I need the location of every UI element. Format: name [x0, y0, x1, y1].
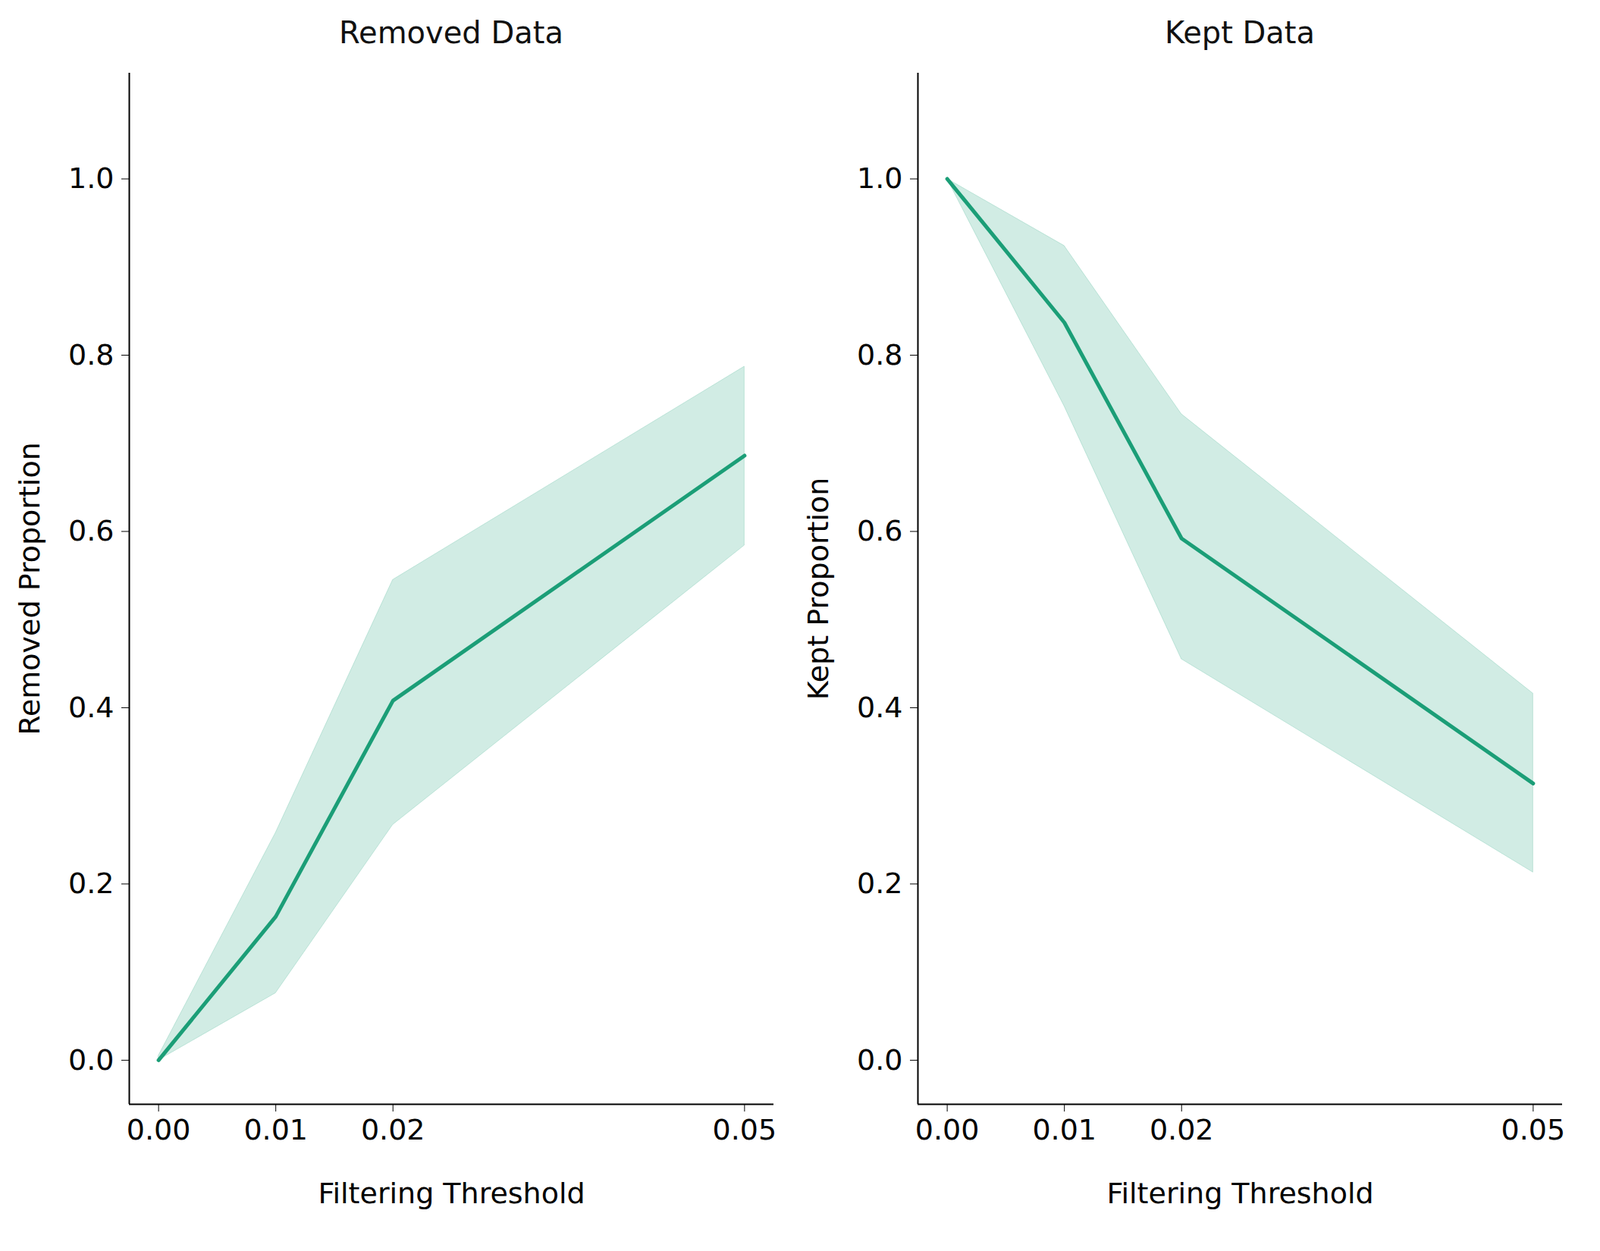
svg-text:0.6: 0.6: [68, 514, 114, 548]
svg-text:0.00: 0.00: [126, 1113, 192, 1147]
svg-text:Filtering Threshold: Filtering Threshold: [317, 1176, 585, 1211]
svg-text:0.6: 0.6: [856, 514, 903, 548]
svg-text:0.2: 0.2: [856, 866, 903, 901]
svg-text:0.2: 0.2: [68, 866, 114, 901]
svg-text:1.0: 1.0: [856, 161, 903, 195]
svg-text:1.0: 1.0: [68, 161, 114, 195]
svg-text:0.00: 0.00: [915, 1113, 980, 1147]
svg-text:0.4: 0.4: [856, 690, 903, 725]
svg-text:0.05: 0.05: [712, 1113, 778, 1147]
svg-text:Kept Proportion: Kept Proportion: [801, 477, 835, 701]
svg-text:Removed Proportion: Removed Proportion: [12, 442, 47, 735]
svg-text:0.01: 0.01: [243, 1113, 308, 1147]
svg-text:0.01: 0.01: [1032, 1113, 1097, 1147]
svg-text:Filtering Threshold: Filtering Threshold: [1106, 1176, 1374, 1211]
svg-text:0.0: 0.0: [856, 1043, 903, 1077]
svg-text:0.05: 0.05: [1501, 1113, 1566, 1147]
svg-text:0.8: 0.8: [856, 338, 903, 372]
svg-text:0.02: 0.02: [1149, 1113, 1215, 1147]
svg-text:0.02: 0.02: [360, 1113, 426, 1147]
svg-text:0.8: 0.8: [68, 338, 114, 372]
html-text:Removed Data: Removed Data: [338, 15, 564, 51]
svg-text:0.4: 0.4: [68, 690, 114, 725]
svg-text:0.0: 0.0: [68, 1043, 114, 1077]
html-text:Kept Data: Kept Data: [1164, 15, 1315, 51]
